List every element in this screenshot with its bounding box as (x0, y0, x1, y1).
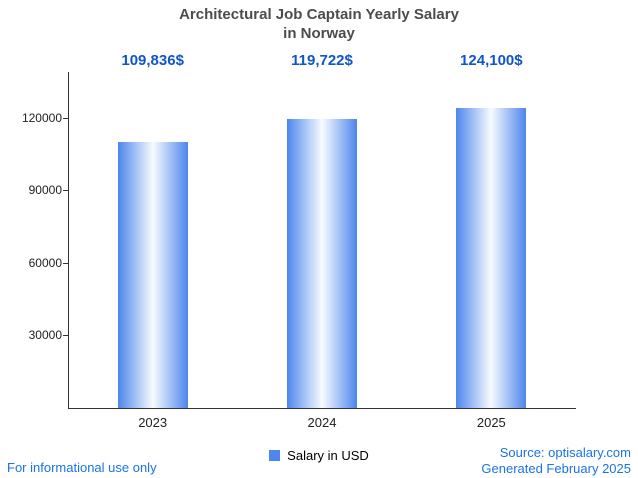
y-tick-mark (63, 117, 68, 119)
disclaimer-text: For informational use only (7, 460, 157, 475)
y-tick-mark (63, 262, 68, 264)
bar-value-label: 109,836$ (121, 52, 184, 69)
legend: Salary in USD (0, 448, 638, 463)
x-axis-category-label: 2023 (138, 415, 168, 430)
bar[interactable] (117, 142, 188, 408)
y-tick-mark (63, 190, 68, 192)
legend-swatch-icon (269, 450, 281, 461)
bar[interactable] (456, 108, 527, 408)
x-axis-category-label: 2024 (307, 415, 337, 430)
chart-title-line2: in Norway (283, 25, 355, 42)
bar-value-label: 119,722$ (291, 52, 353, 69)
y-tick-mark (63, 335, 68, 337)
bar-value-label: 124,100$ (460, 52, 523, 69)
generated-date: Generated February 2025 (481, 461, 631, 476)
chart-title-line1: Architectural Job Captain Yearly Salary (179, 6, 459, 23)
bar[interactable] (287, 118, 357, 408)
x-axis-line (68, 408, 576, 409)
y-tick-label: 120000 (21, 110, 62, 125)
source-block: Source: optisalary.com Generated Februar… (481, 445, 631, 477)
legend-label: Salary in USD (287, 448, 369, 463)
y-tick-label: 90000 (28, 183, 62, 198)
y-tick-label: 60000 (28, 255, 62, 270)
x-axis-category-label: 2025 (476, 415, 506, 430)
chart-title: Architectural Job Captain Yearly Salary … (0, 5, 638, 43)
source-link[interactable]: Source: optisalary.com (499, 445, 631, 460)
y-axis-line (68, 72, 69, 409)
y-tick-label: 30000 (28, 328, 62, 343)
